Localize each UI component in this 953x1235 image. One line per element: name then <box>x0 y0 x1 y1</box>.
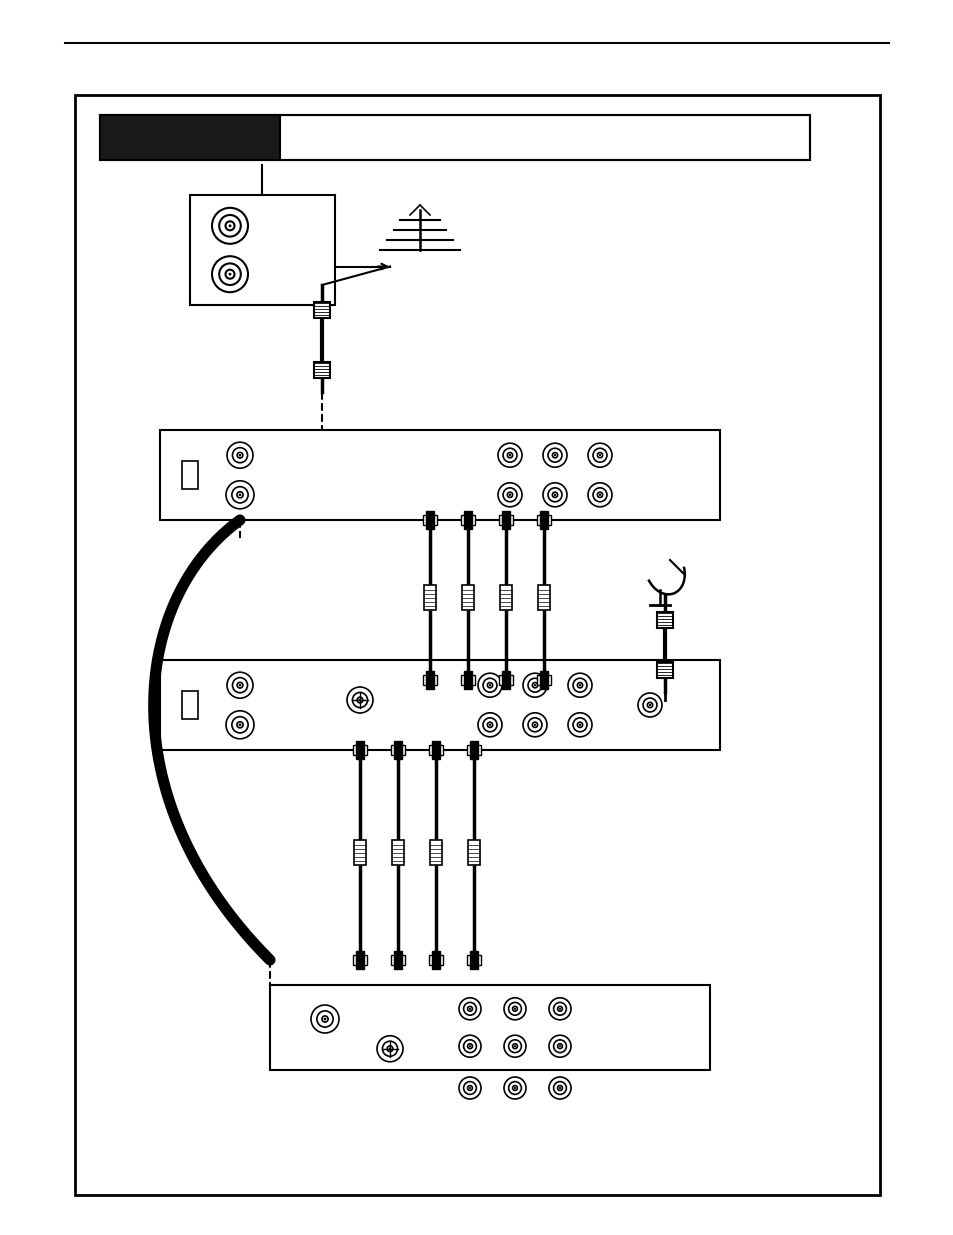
Circle shape <box>558 1045 560 1047</box>
Circle shape <box>514 1087 516 1089</box>
Circle shape <box>508 454 511 457</box>
Bar <box>354 840 366 864</box>
Bar <box>460 515 475 525</box>
Bar <box>463 671 472 689</box>
Bar <box>160 430 720 520</box>
Bar <box>537 585 550 610</box>
Bar <box>463 511 472 529</box>
Bar <box>537 676 551 685</box>
Circle shape <box>514 1045 516 1047</box>
Bar <box>537 515 551 525</box>
Circle shape <box>469 1045 471 1047</box>
Circle shape <box>229 225 232 227</box>
Circle shape <box>358 699 361 701</box>
Circle shape <box>469 1087 471 1089</box>
Circle shape <box>323 1018 326 1020</box>
Bar <box>355 951 364 969</box>
Bar <box>460 676 475 685</box>
Bar <box>657 662 672 678</box>
Circle shape <box>534 724 536 726</box>
Bar <box>355 741 364 760</box>
Bar <box>461 585 474 610</box>
Bar <box>353 955 367 965</box>
Circle shape <box>554 454 556 457</box>
Bar <box>182 690 198 719</box>
Circle shape <box>488 684 491 687</box>
Bar <box>467 745 480 755</box>
Circle shape <box>488 724 491 726</box>
Bar <box>432 951 439 969</box>
Bar <box>657 613 672 629</box>
Circle shape <box>578 724 580 726</box>
Bar <box>498 515 513 525</box>
Circle shape <box>558 1008 560 1010</box>
Bar <box>422 676 436 685</box>
Bar <box>430 840 441 864</box>
Bar <box>75 95 879 1195</box>
Circle shape <box>598 494 600 496</box>
Bar <box>499 585 512 610</box>
Circle shape <box>238 724 241 726</box>
Bar <box>391 955 405 965</box>
Bar <box>432 741 439 760</box>
Bar <box>100 115 809 161</box>
Circle shape <box>238 684 241 687</box>
Bar <box>470 951 477 969</box>
Bar <box>422 515 436 525</box>
Bar <box>539 671 547 689</box>
Bar <box>501 671 510 689</box>
Circle shape <box>558 1087 560 1089</box>
Circle shape <box>598 454 600 457</box>
Bar <box>270 986 709 1070</box>
Bar <box>423 585 436 610</box>
Bar <box>429 745 442 755</box>
Circle shape <box>508 494 511 496</box>
Circle shape <box>578 684 580 687</box>
Bar <box>501 511 510 529</box>
Bar <box>470 741 477 760</box>
Bar <box>391 745 405 755</box>
Circle shape <box>238 494 241 496</box>
Bar <box>394 951 401 969</box>
Bar <box>392 840 403 864</box>
Bar <box>467 955 480 965</box>
Bar <box>498 676 513 685</box>
Circle shape <box>648 704 651 706</box>
Bar <box>539 511 547 529</box>
Bar <box>426 671 434 689</box>
Bar <box>468 840 479 864</box>
Bar <box>394 741 401 760</box>
Bar <box>353 745 367 755</box>
Circle shape <box>514 1008 516 1010</box>
Circle shape <box>554 494 556 496</box>
Bar <box>190 195 335 305</box>
Circle shape <box>229 273 232 275</box>
Bar <box>160 659 720 750</box>
Bar <box>426 511 434 529</box>
Bar <box>100 115 809 161</box>
Bar <box>429 955 442 965</box>
Bar <box>100 115 280 161</box>
Bar <box>314 362 330 378</box>
Circle shape <box>388 1047 391 1050</box>
Circle shape <box>469 1008 471 1010</box>
Circle shape <box>534 684 536 687</box>
Circle shape <box>663 714 665 716</box>
Bar <box>182 461 198 489</box>
Circle shape <box>238 454 241 457</box>
Bar <box>314 303 330 317</box>
